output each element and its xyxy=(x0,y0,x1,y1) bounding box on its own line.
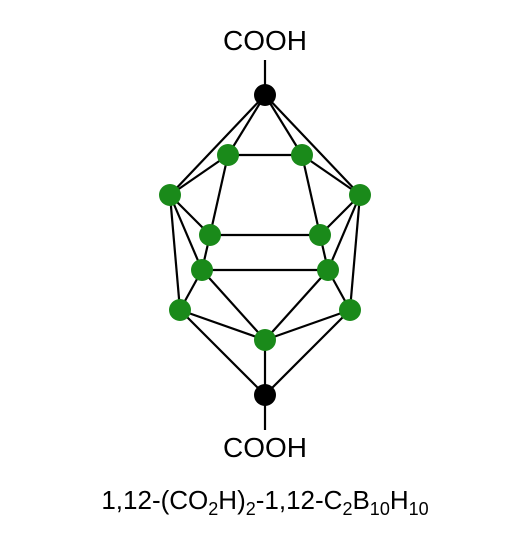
structure-svg xyxy=(0,0,530,549)
formula-text: -1,12-C xyxy=(256,485,343,515)
carbon-atom-icon xyxy=(254,84,276,106)
boron-atom-icon xyxy=(309,224,331,246)
formula-text: 1,12-(CO xyxy=(101,485,208,515)
formula-sub: 2 xyxy=(246,499,256,519)
carbon-atom-icon xyxy=(254,384,276,406)
formula-sub: 10 xyxy=(409,499,429,519)
boron-atom-icon xyxy=(191,259,213,281)
formula-sub: 2 xyxy=(208,499,218,519)
boron-atom-icon xyxy=(254,329,276,351)
boron-atom-icon xyxy=(317,259,339,281)
formula-sub: 2 xyxy=(342,499,352,519)
formula-sub: 10 xyxy=(370,499,390,519)
boron-atom-icon xyxy=(339,299,361,321)
cage-edge xyxy=(210,155,228,235)
molecule-diagram: COOH COOH 1,12-(CO2H)2-1,12-C2B10H10 xyxy=(0,0,530,549)
cage-edge xyxy=(170,95,265,195)
cage-edge xyxy=(302,155,320,235)
cage-edge xyxy=(265,95,360,195)
boron-atom-icon xyxy=(169,299,191,321)
boron-atom-icon xyxy=(291,144,313,166)
cage-edge xyxy=(180,310,265,395)
formula-text: B xyxy=(352,485,369,515)
boron-atom-icon xyxy=(349,184,371,206)
cage-edge xyxy=(265,310,350,395)
edges xyxy=(170,60,360,430)
bottom-substituent-label: COOH xyxy=(223,432,307,464)
top-substituent-label: COOH xyxy=(223,25,307,57)
boron-atom-icon xyxy=(217,144,239,166)
formula-text: H xyxy=(390,485,409,515)
boron-atom-icon xyxy=(199,224,221,246)
compound-formula: 1,12-(CO2H)2-1,12-C2B10H10 xyxy=(101,485,428,520)
boron-atom-icon xyxy=(159,184,181,206)
formula-text: H) xyxy=(218,485,245,515)
